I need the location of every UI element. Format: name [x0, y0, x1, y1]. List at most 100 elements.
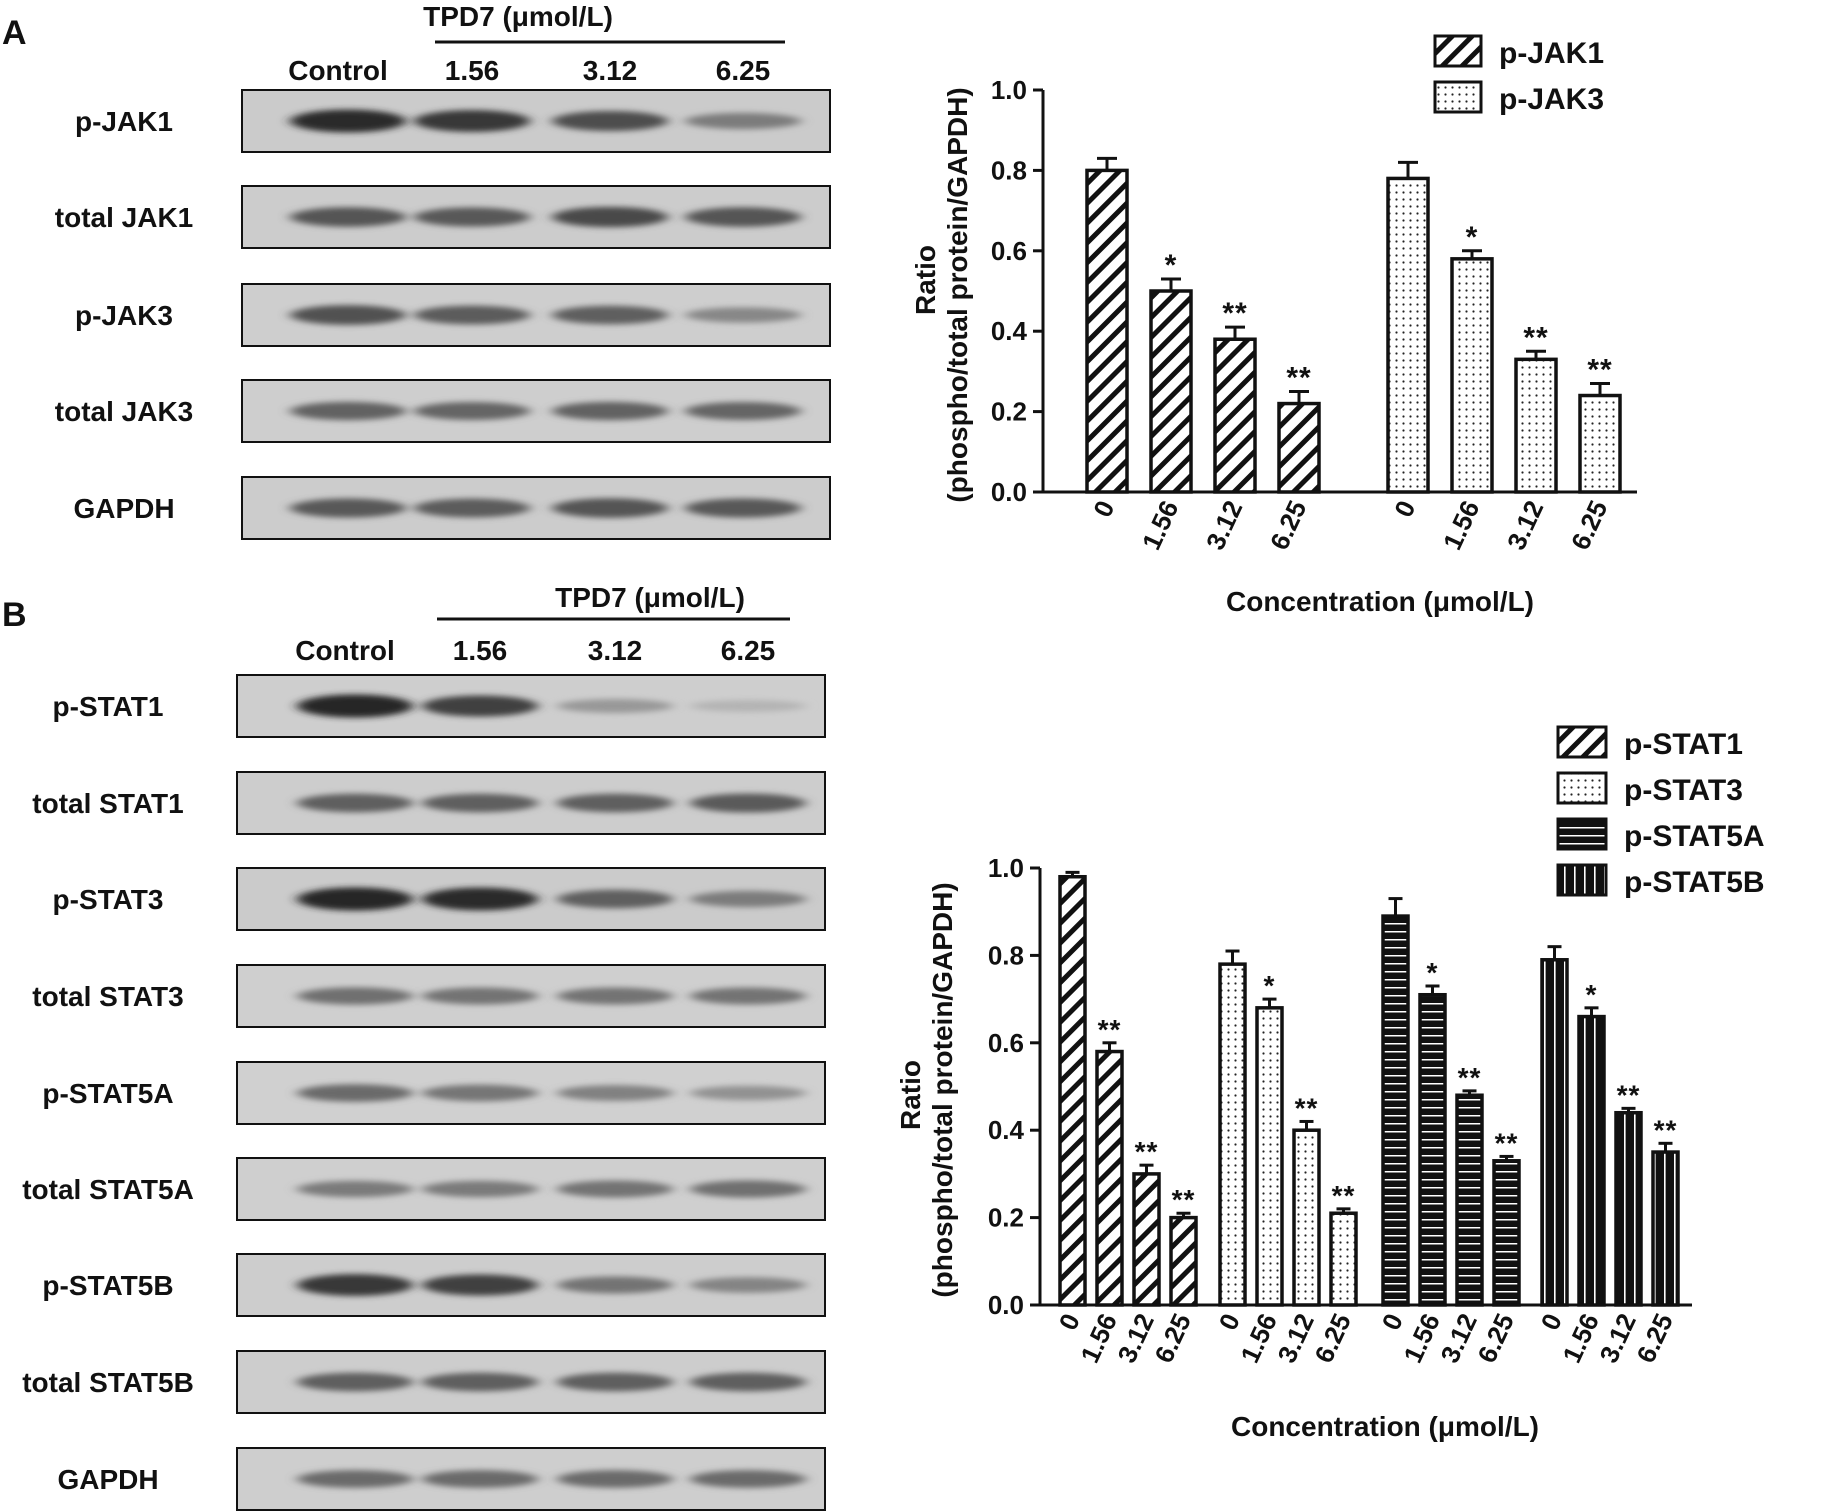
- x-tick-label-b-0-1: 1.56: [1074, 1309, 1123, 1368]
- blot-band-b-0-1: [422, 695, 538, 717]
- blot-row-label-a-4: GAPDH: [73, 493, 174, 524]
- y-tick-label-a-3: 0.6: [991, 236, 1027, 266]
- x-tick-label-b-2-3: 6.25: [1471, 1309, 1520, 1368]
- x-tick-label-a-1-0: 0: [1388, 496, 1421, 522]
- bar-b-p-STAT1-1: [1095, 1049, 1124, 1307]
- blot-band-a-3-0: [290, 401, 406, 421]
- x-tick-label-b-3-3: 6.25: [1630, 1309, 1679, 1368]
- blot-band-b-4-0: [297, 1084, 413, 1102]
- blot-band-a-1-0: [290, 207, 406, 227]
- blot-band-b-4-1: [422, 1084, 538, 1102]
- bar-b-p-STAT3-1: [1255, 1006, 1284, 1307]
- legend-swatch-b-3: [1556, 863, 1608, 897]
- blot-band-a-2-3: [685, 307, 801, 323]
- blot-band-b-0-3: [690, 700, 806, 712]
- blot-row-label-a-0: p-JAK1: [75, 106, 173, 137]
- y-tick-label-b-4: 0.8: [988, 940, 1024, 970]
- legend-label-b-3: p-STAT5B: [1624, 866, 1765, 899]
- significance-b-3-3: **: [1654, 1114, 1678, 1145]
- legend-swatch-a-1: [1433, 80, 1483, 114]
- blot-band-b-2-2: [557, 889, 673, 909]
- lane-label-b-2: 3.12: [588, 635, 643, 666]
- blot-band-b-6-2: [557, 1276, 673, 1294]
- y-tick-label-b-1: 0.2: [988, 1203, 1024, 1233]
- significance-a-0-1: *: [1165, 249, 1178, 282]
- y-tick-label-b-0: 0.0: [988, 1290, 1024, 1320]
- blot-row-label-b-0: p-STAT1: [53, 691, 164, 722]
- x-tick-label-b-3-2: 3.12: [1593, 1309, 1642, 1368]
- treatment-label-b: TPD7 (μmol/L): [555, 582, 745, 613]
- lane-label-b-3: 6.25: [721, 635, 776, 666]
- significance-a-1-1: *: [1466, 221, 1479, 254]
- blot-row-label-b-3: total STAT3: [32, 981, 183, 1012]
- significance-b-1-2: **: [1295, 1092, 1319, 1123]
- x-tick-label-b-0-3: 6.25: [1148, 1309, 1197, 1368]
- blot-band-b-2-1: [422, 887, 538, 911]
- legend-label-b-2: p-STAT5A: [1624, 820, 1765, 853]
- x-tick-label-b-2-2: 3.12: [1434, 1309, 1483, 1368]
- ylabel-b-line1: Ratio: [895, 1060, 926, 1130]
- treatment-label-a: TPD7 (μmol/L): [423, 1, 613, 32]
- blot-band-b-8-2: [557, 1470, 673, 1488]
- y-tick-label-a-0: 0.0: [991, 477, 1027, 507]
- blot-band-b-1-2: [557, 793, 673, 813]
- lane-label-a-0: Control: [288, 55, 388, 86]
- blot-band-b-3-3: [690, 987, 806, 1005]
- blot-band-b-5-3: [690, 1180, 806, 1198]
- significance-b-3-1: *: [1586, 979, 1598, 1010]
- blot-band-b-6-3: [690, 1277, 806, 1293]
- x-tick-label-b-1-3: 6.25: [1308, 1309, 1357, 1368]
- blot-band-b-8-1: [422, 1470, 538, 1488]
- x-tick-label-a-0-1: 1.56: [1136, 496, 1185, 555]
- blot-band-a-0-0: [290, 109, 406, 133]
- y-tick-label-a-4: 0.8: [991, 155, 1027, 185]
- blot-band-a-3-3: [685, 401, 801, 421]
- blot-band-a-0-2: [552, 110, 668, 132]
- y-tick-label-a-2: 0.4: [991, 316, 1028, 346]
- ylabel-b-line2: (phospho/total protein/GAPDH): [927, 882, 958, 1297]
- bar-a-p-JAK3-3: [1578, 393, 1622, 494]
- bar-a-p-JAK3-2: [1514, 357, 1558, 494]
- blot-band-a-3-1: [414, 401, 530, 421]
- x-tick-label-b-2-1: 1.56: [1397, 1309, 1446, 1368]
- y-tick-label-b-5: 1.0: [988, 853, 1024, 883]
- bar-b-p-STAT5A-2: [1455, 1093, 1484, 1307]
- blot-band-b-8-3: [690, 1470, 806, 1488]
- significance-b-0-1: **: [1098, 1014, 1122, 1045]
- blot-row-label-a-3: total JAK3: [55, 396, 193, 427]
- blot-row-label-b-5: total STAT5A: [22, 1174, 194, 1205]
- blot-row-label-b-2: p-STAT3: [53, 884, 164, 915]
- lane-label-b-1: 1.56: [453, 635, 508, 666]
- blot-row-label-a-1: total JAK1: [55, 202, 193, 233]
- blot-band-a-0-1: [414, 110, 530, 132]
- x-tick-label-a-0-2: 3.12: [1200, 496, 1249, 555]
- significance-b-2-1: *: [1427, 957, 1439, 988]
- x-tick-label-b-1-1: 1.56: [1234, 1309, 1283, 1368]
- blot-band-a-2-2: [552, 305, 668, 325]
- bar-a-p-JAK1-1: [1149, 289, 1193, 494]
- significance-a-1-2: **: [1523, 321, 1548, 354]
- blot-band-b-6-0: [297, 1274, 413, 1296]
- x-tick-label-b-0-0: 0: [1053, 1309, 1086, 1335]
- ylabel-a-line2: (phospho/total protein/GAPDH): [942, 87, 973, 502]
- legend-swatch-b-0: [1556, 725, 1608, 759]
- y-tick-label-b-3: 0.6: [988, 1028, 1024, 1058]
- bar-b-p-STAT5A-3: [1492, 1159, 1521, 1307]
- blot-band-b-7-2: [557, 1372, 673, 1392]
- blot-band-b-5-0: [297, 1180, 413, 1198]
- x-tick-label-b-3-1: 1.56: [1556, 1309, 1605, 1368]
- blot-band-b-0-0: [297, 694, 413, 718]
- bar-a-p-JAK3-1: [1450, 257, 1494, 494]
- y-tick-label-a-1: 0.2: [991, 397, 1027, 427]
- x-tick-label-a-1-1: 1.56: [1437, 496, 1486, 555]
- bar-b-p-STAT5A-0: [1381, 914, 1410, 1307]
- bar-a-p-JAK1-2: [1213, 337, 1257, 494]
- x-tick-label-a-1-2: 3.12: [1501, 496, 1550, 555]
- bar-b-p-STAT3-3: [1329, 1211, 1358, 1307]
- panel-letter-a: A: [2, 14, 27, 52]
- blot-band-b-6-1: [422, 1274, 538, 1296]
- bar-b-p-STAT1-3: [1169, 1215, 1198, 1307]
- bar-b-p-STAT1-0: [1058, 874, 1087, 1307]
- blot-row-label-b-4: p-STAT5A: [42, 1078, 173, 1109]
- blot-band-b-4-2: [557, 1085, 673, 1101]
